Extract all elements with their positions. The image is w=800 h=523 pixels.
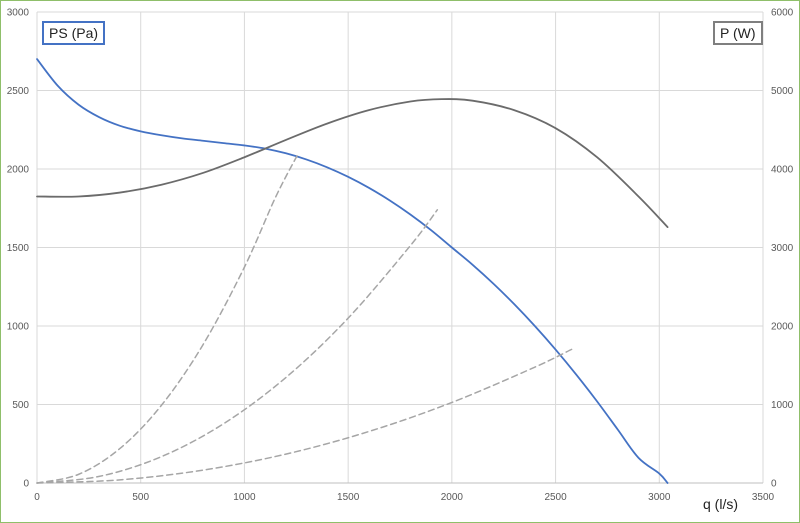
left-tick-label: 3000 bbox=[7, 8, 30, 19]
left-tick-label: 0 bbox=[23, 479, 29, 490]
tick-labels: 0 500 1000 1500 2000 2500 3000 0 1000 2000 3000 400… bbox=[7, 8, 794, 504]
series-group bbox=[36, 58, 669, 484]
pressure-curve-line bbox=[36, 58, 669, 484]
right-tick-label: 0 bbox=[771, 479, 777, 490]
right-tick-label: 1000 bbox=[771, 400, 794, 411]
power-curve-line bbox=[36, 98, 669, 228]
grid bbox=[36, 11, 764, 484]
x-tick-label: 0 bbox=[34, 492, 40, 503]
right-tick-label: 6000 bbox=[771, 8, 794, 19]
x-tick-label: 3500 bbox=[752, 492, 775, 503]
x-tick-label: 2500 bbox=[544, 492, 567, 503]
x-tick-label: 1000 bbox=[233, 492, 256, 503]
x-tick-label: 500 bbox=[132, 492, 149, 503]
left-tick-label: 1500 bbox=[7, 243, 30, 254]
left-tick-label: 1000 bbox=[7, 322, 30, 333]
x-tick-label: 3000 bbox=[648, 492, 671, 503]
x-tick-label: 2000 bbox=[441, 492, 464, 503]
x-axis-title: q (l/s) bbox=[703, 496, 738, 512]
left-tick-label: 500 bbox=[12, 400, 29, 411]
left-tick-label: 2000 bbox=[7, 165, 30, 176]
system-curve-line-3 bbox=[36, 209, 439, 484]
system-curve-line-2 bbox=[36, 152, 300, 484]
right-tick-label: 4000 bbox=[771, 165, 794, 176]
left-axis-title: PS (Pa) bbox=[42, 21, 106, 45]
right-tick-label: 5000 bbox=[771, 86, 794, 97]
right-axis-title: P (W) bbox=[713, 21, 763, 45]
system-curve-line-4 bbox=[36, 348, 573, 484]
right-tick-label: 3000 bbox=[771, 243, 794, 254]
right-tick-label: 2000 bbox=[771, 322, 794, 333]
left-tick-label: 2500 bbox=[7, 86, 30, 97]
x-tick-label: 1500 bbox=[337, 492, 360, 503]
